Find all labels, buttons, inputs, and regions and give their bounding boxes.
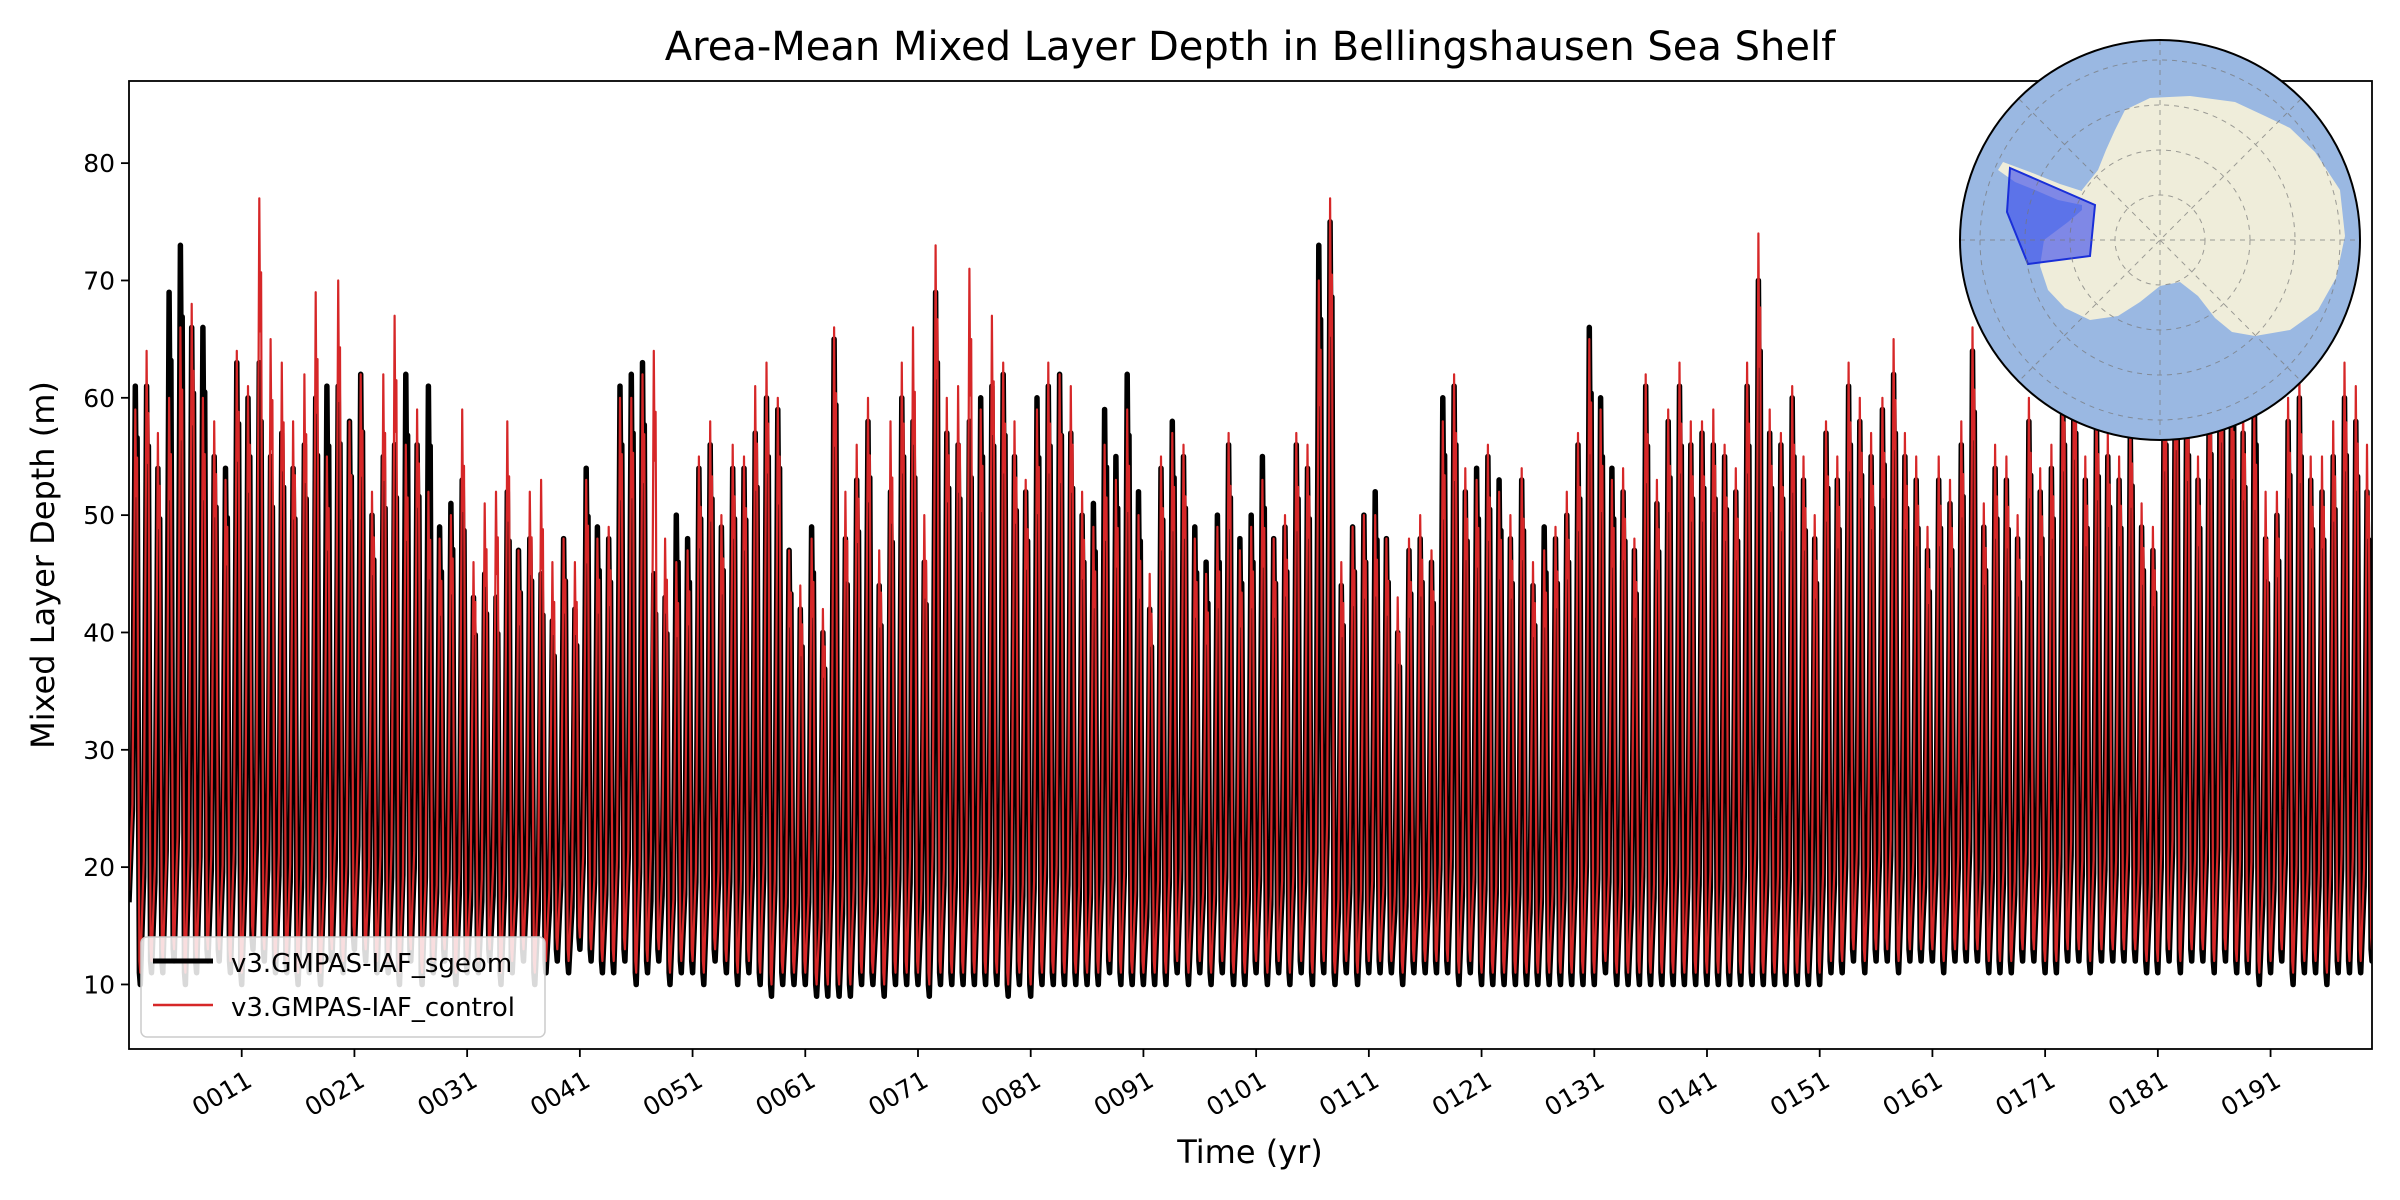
x-tick-label: 0061 bbox=[751, 1065, 821, 1122]
x-tick-label: 0161 bbox=[1878, 1065, 1948, 1122]
legend-box bbox=[140, 936, 546, 1038]
y-tick-label: 10 bbox=[83, 970, 115, 999]
legend-label-control: v3.GMPAS-IAF_control bbox=[231, 993, 515, 1023]
x-tick-label: 0121 bbox=[1427, 1065, 1497, 1122]
y-tick-label: 80 bbox=[83, 149, 115, 178]
map-antarctica-land bbox=[2040, 96, 2345, 336]
x-axis-label: Time (yr) bbox=[1176, 1133, 1323, 1171]
plot-lines bbox=[129, 197, 2372, 999]
y-tick-label: 40 bbox=[83, 618, 115, 647]
x-tick-label: 0041 bbox=[525, 1065, 595, 1122]
x-tick-label: 0181 bbox=[2103, 1065, 2173, 1122]
x-tick-label: 0111 bbox=[1314, 1065, 1384, 1122]
x-tick-label: 0011 bbox=[187, 1065, 257, 1122]
x-tick-label: 0191 bbox=[2216, 1065, 2286, 1122]
x-axis: 0011 0021 0031 0041 0051 0061 0071 0081 0091 0101… bbox=[187, 1049, 2286, 1122]
y-tick-label: 20 bbox=[83, 853, 115, 882]
x-tick-label: 0031 bbox=[413, 1065, 483, 1122]
x-tick-label: 0101 bbox=[1202, 1065, 1272, 1122]
series-line-control bbox=[129, 197, 2372, 986]
chart-title: Area-Mean Mixed Layer Depth in Bellingsh… bbox=[665, 24, 1836, 70]
legend-label-sgeom: v3.GMPAS-IAF_sgeom bbox=[231, 949, 512, 979]
plot-frame bbox=[128, 80, 2373, 1050]
y-tick-label: 70 bbox=[83, 266, 115, 295]
x-tick-label: 0071 bbox=[863, 1065, 933, 1122]
x-tick-label: 0151 bbox=[1765, 1065, 1835, 1122]
x-tick-label: 0021 bbox=[300, 1065, 370, 1122]
x-tick-label: 0131 bbox=[1540, 1065, 1610, 1122]
x-tick-label: 0091 bbox=[1089, 1065, 1159, 1122]
map-graticule bbox=[1960, 40, 2360, 440]
y-tick-label: 60 bbox=[83, 384, 115, 413]
legend: v3.GMPAS-IAF_sgeom v3.GMPAS-IAF_control bbox=[140, 936, 546, 1038]
y-axis: 10 20 30 40 50 60 70 80 bbox=[83, 149, 129, 999]
x-tick-label: 0171 bbox=[1991, 1065, 2061, 1122]
map-border bbox=[1959, 39, 2361, 441]
y-axis-label: Mixed Layer Depth (m) bbox=[24, 381, 62, 749]
y-tick-label: 50 bbox=[83, 501, 115, 530]
x-tick-label: 0141 bbox=[1652, 1065, 1722, 1122]
inset-map bbox=[1959, 39, 2361, 441]
y-tick-label: 30 bbox=[83, 736, 115, 765]
x-tick-label: 0051 bbox=[638, 1065, 708, 1122]
x-tick-label: 0081 bbox=[976, 1065, 1046, 1122]
